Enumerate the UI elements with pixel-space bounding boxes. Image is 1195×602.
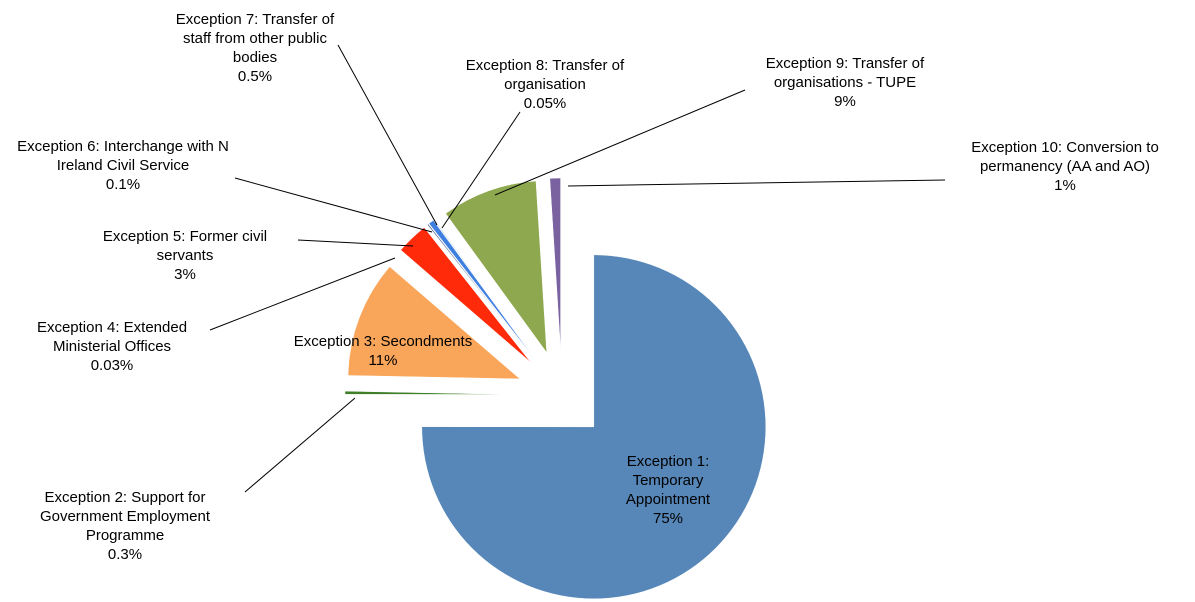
pie-slice: [344, 390, 518, 395]
pie-slice: [445, 180, 548, 354]
pie-slice: [428, 219, 536, 360]
leader-line: [297, 239, 414, 247]
slice-label: Exception 5: Former civil servants: [103, 228, 267, 264]
leader-line: [337, 44, 438, 226]
value-label: 0.1%: [106, 176, 140, 193]
slice-label: Exception 6: Interchange with N Ireland C…: [17, 138, 229, 174]
value-label: 0.05%: [524, 95, 567, 112]
slice-label: Exception 8: Transfer of organisation: [466, 57, 625, 93]
slice-label: Exception 9: Transfer of organisations - …: [766, 55, 925, 91]
slice-label: Exception 2: Support for Government Emplo…: [40, 489, 211, 544]
slice-label: Exception 10: Conversion to permanency (A…: [971, 139, 1159, 175]
value-label: 1%: [1054, 177, 1076, 194]
slice-label: Exception 4: Extended Ministerial Offices: [37, 319, 187, 355]
value-label: 0.03%: [91, 357, 134, 374]
value-label: 0.3%: [108, 546, 142, 563]
slice-label: Exception 7: Transfer of staff from other…: [176, 11, 335, 66]
leader-line: [244, 397, 356, 493]
leader-line: [494, 89, 746, 196]
leader-line: [209, 257, 396, 331]
pie-slice: [549, 177, 561, 351]
pie-slice: [397, 252, 529, 366]
value-label: 3%: [174, 266, 196, 283]
value-label: 9%: [834, 93, 856, 110]
value-label: 11%: [369, 352, 398, 369]
leader-line: [441, 111, 521, 229]
pie-slice: [400, 227, 532, 363]
slice-label: Exception 3: Secondments: [294, 333, 472, 350]
pie-slice: [427, 223, 535, 360]
value-label: 75%: [653, 510, 683, 527]
leader-line: [234, 177, 433, 233]
pie-slice: [347, 266, 521, 380]
leader-line: [567, 179, 946, 187]
value-label: 0.5%: [238, 68, 272, 85]
slice-label: Exception 1: Temporary Appointment: [626, 453, 711, 508]
pie-slice: [421, 254, 767, 600]
